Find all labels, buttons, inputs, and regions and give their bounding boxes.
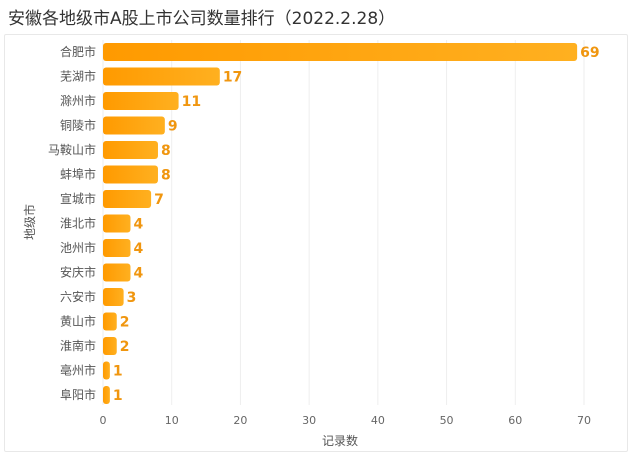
data-label: 8 (161, 143, 171, 159)
category-label: 宣城市 (60, 191, 96, 206)
bar[interactable] (103, 337, 117, 355)
category-label: 淮北市 (60, 216, 96, 231)
chart-title: 安徽各地级市A股上市公司数量排行（2022.2.28） (8, 9, 396, 29)
category-label: 芜湖市 (60, 69, 96, 84)
data-label: 4 (133, 241, 143, 257)
category-label: 铜陵市 (60, 118, 96, 133)
x-tick-label: 0 (100, 414, 107, 427)
category-label: 马鞍山市 (48, 142, 96, 157)
data-label: 1 (113, 388, 123, 404)
data-label: 8 (161, 168, 171, 184)
data-label: 17 (223, 70, 242, 86)
x-tick-label: 10 (165, 414, 179, 427)
category-label: 淮南市 (60, 338, 96, 353)
bar[interactable] (103, 165, 158, 184)
data-label: 1 (113, 364, 123, 380)
category-label: 蚌埠市 (60, 167, 96, 182)
data-label: 2 (120, 339, 130, 355)
bar[interactable] (103, 361, 110, 380)
bar[interactable] (103, 239, 131, 257)
bar[interactable] (103, 288, 124, 306)
x-tick-label: 60 (508, 414, 522, 427)
x-axis-label: 记录数 (322, 433, 358, 448)
data-label: 9 (168, 119, 178, 135)
category-label: 阜阳市 (60, 387, 96, 402)
y-axis-label: 地级市 (22, 204, 37, 240)
bar[interactable] (103, 386, 110, 404)
category-label: 六安市 (60, 289, 96, 304)
category-label: 滁州市 (60, 93, 96, 108)
x-tick-label: 70 (577, 414, 591, 427)
bar[interactable] (103, 312, 117, 331)
data-label: 69 (580, 45, 599, 61)
x-tick-label: 30 (302, 414, 316, 427)
bar[interactable] (103, 67, 220, 86)
category-label: 黄山市 (60, 314, 96, 329)
data-label: 2 (120, 315, 130, 331)
x-tick-label: 50 (440, 414, 454, 427)
data-label: 4 (133, 217, 143, 233)
bar[interactable] (103, 141, 158, 159)
bar[interactable] (103, 116, 165, 135)
category-label: 亳州市 (60, 363, 96, 378)
data-label: 11 (182, 94, 201, 110)
category-label: 合肥市 (60, 44, 96, 59)
data-label: 3 (127, 290, 137, 306)
category-label: 池州市 (60, 240, 96, 255)
bar[interactable] (103, 43, 578, 61)
bar[interactable] (103, 214, 131, 233)
bar[interactable] (103, 263, 131, 282)
data-label: 7 (154, 192, 164, 208)
x-tick-label: 40 (371, 414, 385, 427)
data-label: 4 (133, 266, 143, 282)
category-label: 安庆市 (60, 265, 96, 280)
x-tick-label: 20 (233, 414, 247, 427)
bar[interactable] (103, 92, 179, 110)
bar[interactable] (103, 190, 152, 208)
